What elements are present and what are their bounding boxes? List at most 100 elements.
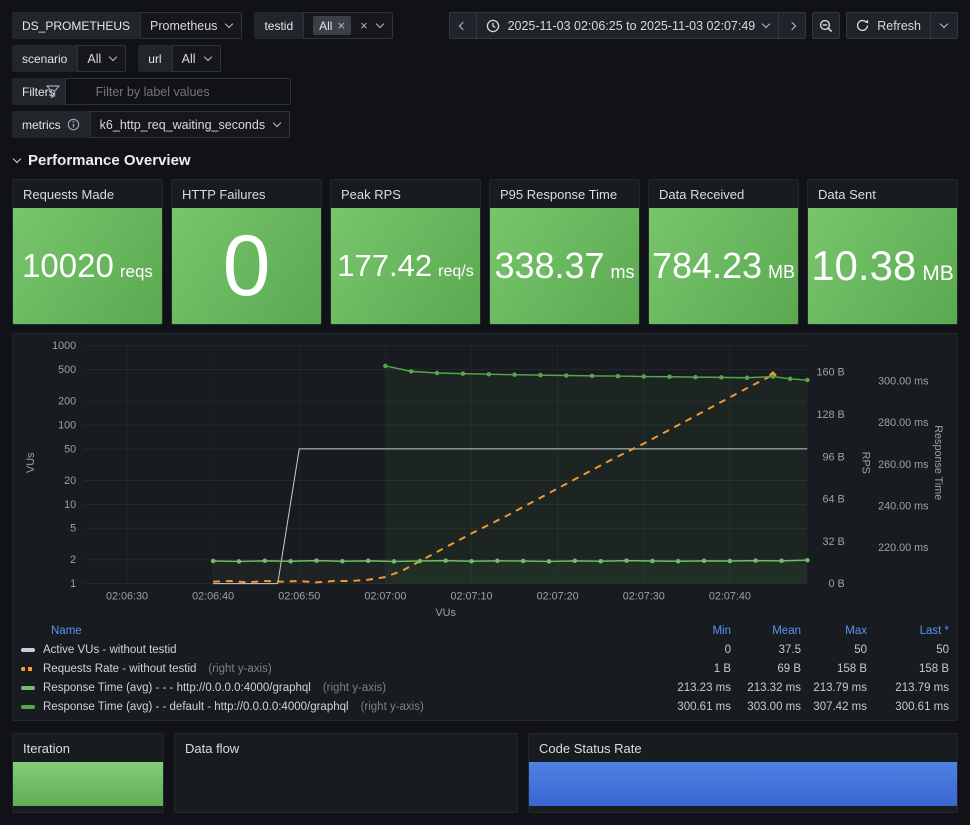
toolbar-row-1: DS_PROMETHEUS Prometheus testid All × ×	[12, 12, 958, 39]
y-tick-label: 200	[58, 396, 76, 408]
stat-unit: MB	[922, 262, 954, 285]
panel-title: HTTP Failures	[182, 186, 266, 202]
series-line	[213, 559, 808, 563]
chevron-down-icon	[225, 19, 234, 29]
series-point	[486, 371, 492, 377]
series-color-icon	[21, 647, 35, 652]
y-tick-label: 20	[64, 475, 76, 487]
panel-title: Data flow	[185, 740, 240, 756]
clear-all-icon[interactable]: ×	[360, 18, 368, 33]
series-point	[641, 374, 647, 379]
rt-tick-label: 220.00 ms	[878, 542, 929, 554]
panel-title: Peak RPS	[341, 186, 401, 202]
rt-axis-title: Response Time	[932, 425, 944, 500]
series-point	[770, 374, 776, 379]
rps-tick-label: 128 B	[817, 409, 845, 421]
datasource-select[interactable]: Prometheus	[140, 12, 243, 39]
legend-col-name[interactable]: Name	[51, 624, 82, 637]
series-mean: 213.32 ms	[747, 681, 801, 694]
y-tick-label: 1000	[52, 340, 76, 352]
stat-panels-row: Requests Made 10020 reqs HTTP Failures 0 …	[12, 179, 958, 325]
legend-row[interactable]: Response Time (avg) - - default - http:/…	[21, 697, 949, 716]
legend-row[interactable]: Response Time (avg) - - - http://0.0.0.0…	[21, 678, 949, 697]
panel-title: Iteration	[23, 740, 70, 756]
panel-title: Data Received	[659, 186, 745, 202]
legend-row[interactable]: Active VUs - without testid 0 37.5 50 50	[21, 640, 949, 659]
filter-funnel-icon	[46, 85, 60, 98]
series-point	[469, 558, 474, 564]
testid-variable: testid All × ×	[254, 12, 393, 39]
series-name[interactable]: Response Time (avg) - - - http://0.0.0.0…	[43, 681, 311, 694]
series-name[interactable]: Requests Rate - without testid	[43, 662, 197, 675]
stat-panel-http-failures: HTTP Failures 0	[171, 179, 322, 325]
series-point	[753, 558, 758, 563]
legend-col-max[interactable]: Max	[845, 624, 867, 637]
time-shift-back-button[interactable]	[448, 12, 477, 39]
timeseries-chart[interactable]: 1000 500 200 100 50 20 10 5 2 1 02:06:30 02:06:40 02…	[13, 334, 957, 621]
stat-value: 0	[222, 217, 271, 314]
panel-title: P95 Response Time	[500, 186, 618, 202]
series-point	[598, 558, 603, 564]
series-point	[520, 558, 526, 564]
zoom-out-button[interactable]	[812, 12, 841, 39]
stat-unit: ms	[610, 262, 635, 282]
series-min: 0	[724, 643, 731, 656]
series-max: 307.42 ms	[813, 700, 867, 713]
chevron-down-icon	[203, 52, 212, 62]
series-point	[546, 559, 552, 564]
refresh-label: Refresh	[877, 18, 921, 33]
legend-col-mean[interactable]: Mean	[772, 624, 801, 637]
filters-label: Filters	[12, 78, 65, 105]
legend-header: Name Min Mean Max Last *	[21, 621, 949, 640]
refresh-group: Refresh	[846, 12, 958, 39]
series-point	[538, 372, 543, 378]
stat-unit: reqs	[119, 262, 153, 281]
y-tick-label: 100	[58, 420, 76, 432]
series-point	[288, 558, 293, 564]
series-min: 300.61 ms	[677, 700, 731, 713]
stat-body: 338.37 ms	[490, 208, 639, 324]
time-shift-forward-button[interactable]	[778, 12, 807, 39]
data-flow-panel: Data flow	[174, 733, 518, 813]
scenario-select[interactable]: All	[77, 45, 127, 72]
section-performance-overview[interactable]: Performance Overview	[12, 152, 958, 169]
zoom-out-icon	[820, 19, 833, 32]
series-point	[408, 369, 414, 374]
series-color-icon	[21, 666, 35, 671]
info-icon[interactable]	[67, 118, 80, 131]
legend-col-min[interactable]: Min	[712, 624, 731, 637]
series-mean: 37.5	[778, 643, 801, 656]
rt-tick-label: 280.00 ms	[878, 417, 929, 429]
series-point	[744, 375, 750, 381]
refresh-button[interactable]: Refresh	[846, 12, 931, 39]
series-last: 213.79 ms	[895, 681, 949, 694]
testid-select[interactable]: All × ×	[303, 12, 393, 39]
series-point	[391, 559, 397, 564]
toolbar-row-3: Filters	[12, 78, 958, 105]
refresh-interval-button[interactable]	[930, 12, 958, 39]
testid-value-pill[interactable]: All ×	[313, 16, 352, 35]
filter-input[interactable]	[64, 78, 291, 105]
chevron-down-icon	[375, 19, 384, 29]
series-point	[727, 558, 733, 564]
metrics-select[interactable]: k6_http_req_waiting_seconds	[89, 111, 291, 138]
series-point	[805, 557, 810, 563]
x-tick-label: 02:06:30	[106, 590, 148, 602]
remove-value-icon[interactable]: ×	[337, 18, 346, 33]
time-controls: 2025-11-03 02:06:25 to 2025-11-03 02:07:…	[448, 12, 958, 39]
series-max: 158 B	[836, 662, 867, 675]
time-range-button[interactable]: 2025-11-03 02:06:25 to 2025-11-03 02:07:…	[475, 12, 780, 39]
variables-group-1: DS_PROMETHEUS Prometheus testid All × ×	[12, 12, 393, 39]
legend-col-last[interactable]: Last *	[919, 624, 949, 637]
series-point	[624, 558, 629, 563]
series-mean: 303.00 ms	[747, 700, 801, 713]
testid-value: All	[319, 18, 333, 33]
series-name[interactable]: Response Time (avg) - - default - http:/…	[43, 700, 349, 713]
series-point	[719, 375, 724, 380]
url-select[interactable]: All	[171, 45, 221, 72]
legend-row[interactable]: Requests Rate - without testid (right y-a…	[21, 659, 949, 678]
x-axis-title: VUs	[435, 607, 456, 619]
series-point	[650, 558, 655, 564]
series-name[interactable]: Active VUs - without testid	[43, 643, 177, 656]
series-line	[385, 365, 808, 381]
